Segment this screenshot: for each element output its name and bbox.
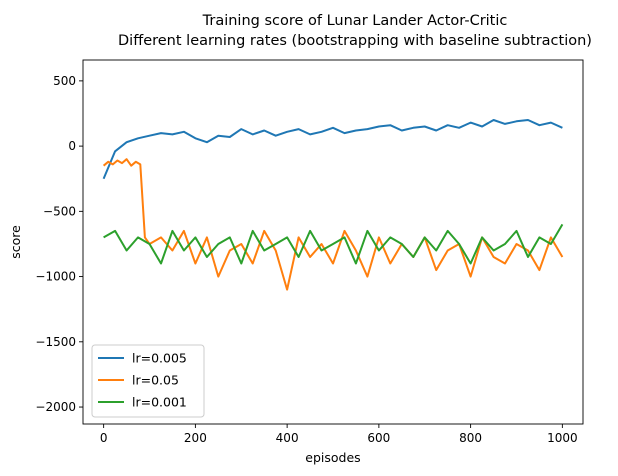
series-line-1 (102, 158, 564, 291)
chart-title-line-2: Different learning rates (bootstrapping … (118, 33, 592, 49)
series-line-0 (102, 119, 563, 180)
y-tick-label: 500 (53, 74, 76, 88)
x-tick-label: 400 (276, 431, 299, 445)
legend-box (91, 344, 205, 418)
x-axis-label: episodes (305, 450, 360, 465)
series-layer (102, 119, 564, 291)
x-tick-label: 0 (100, 431, 108, 445)
y-tick-label: −500 (43, 204, 76, 218)
x-axis-ticks: 0 200 400 600 800 1000 (100, 424, 578, 445)
legend: lr=0.005 lr=0.05 lr=0.001 (91, 344, 205, 418)
plot-frame (82, 59, 584, 425)
legend-label-1: lr=0.05 (132, 373, 179, 388)
y-tick-label: 0 (68, 139, 76, 153)
series-line-2 (103, 223, 564, 265)
legend-label-2: lr=0.001 (132, 395, 187, 410)
legend-label-0: lr=0.005 (132, 351, 187, 366)
x-tick-label: 1000 (547, 431, 578, 445)
y-axis-label: score (8, 225, 23, 259)
y-tick-label: −1000 (35, 270, 76, 284)
x-tick-label: 600 (367, 431, 390, 445)
x-tick-label: 800 (459, 431, 482, 445)
x-tick-label: 200 (184, 431, 207, 445)
y-tick-label: −2000 (35, 400, 76, 414)
chart-title-line-1: Training score of Lunar Lander Actor-Cri… (202, 13, 508, 29)
y-tick-label: −1500 (35, 335, 76, 349)
y-axis-ticks: −2000 −1500 −1000 −500 0 500 (35, 74, 83, 414)
